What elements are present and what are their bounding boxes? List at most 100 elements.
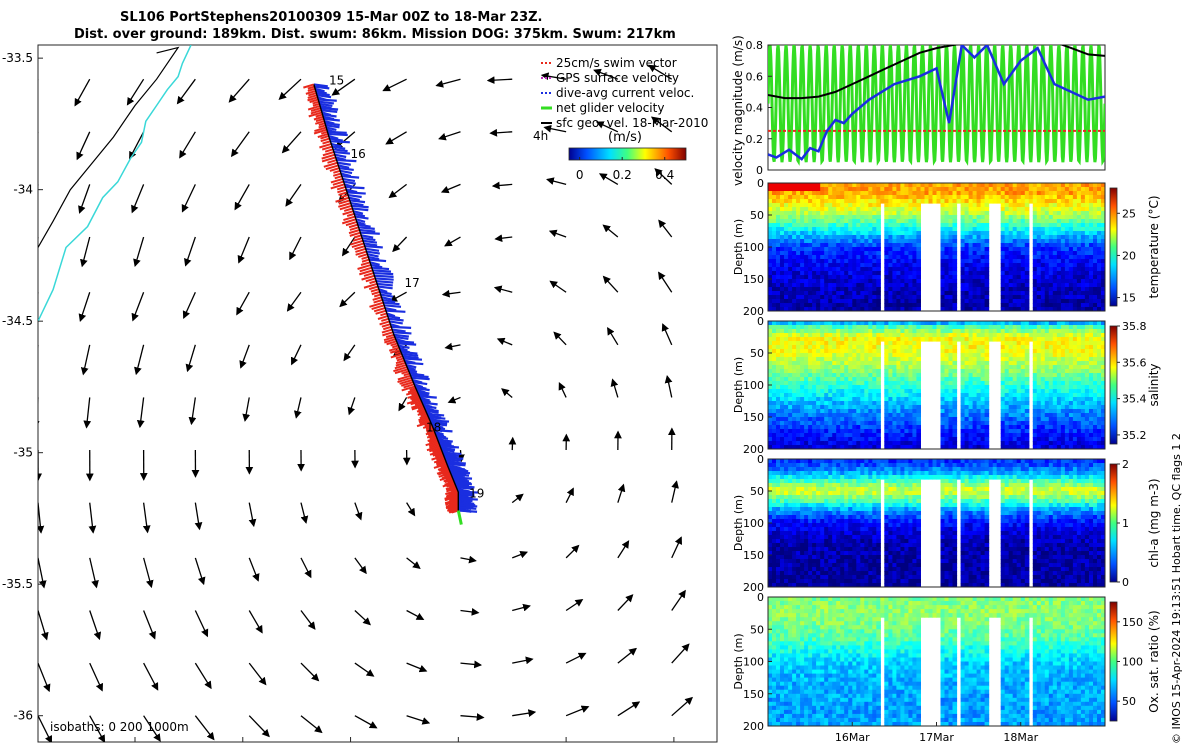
section-cell: [1076, 219, 1082, 224]
section-cell: [980, 405, 986, 410]
section-cell: [952, 405, 958, 410]
section-cell: [1032, 231, 1038, 236]
section-cell: [824, 365, 829, 370]
section-cell: [976, 341, 982, 346]
section-cell: [1036, 437, 1042, 442]
section-cell: [1064, 307, 1070, 311]
section-cell: [1097, 267, 1102, 272]
section-cell: [848, 405, 853, 410]
section-cell: [1040, 247, 1046, 252]
map-axes-box: [37, 44, 718, 743]
section-cell: [952, 243, 958, 248]
section-data: [768, 321, 1105, 449]
dive-avg-current-vector: [415, 387, 430, 392]
section-cell: [984, 377, 990, 382]
section-cell: [964, 295, 970, 300]
section-cell: [948, 397, 954, 402]
swim-vector: [354, 245, 366, 251]
section-cell: [852, 183, 857, 188]
section-cell: [1048, 211, 1054, 216]
section-cell: [844, 417, 849, 422]
section-cell: [908, 437, 913, 442]
section-cell: [1016, 389, 1022, 394]
section-cell: [840, 215, 845, 220]
section-cell: [900, 361, 905, 366]
section-cell: [788, 413, 793, 418]
section-cell: [1040, 215, 1046, 220]
section-cell: [772, 271, 777, 276]
section-cell: [788, 271, 793, 276]
section-cell: [960, 349, 966, 354]
section-cell: [788, 349, 793, 354]
section-cell: [1068, 239, 1074, 244]
geo-velocity-arrow: [278, 78, 302, 100]
section-cell: [1060, 219, 1066, 224]
section-cell: [968, 295, 974, 300]
section-cell: [984, 385, 990, 390]
dive-avg-current-vector: [417, 391, 429, 397]
section-cell: [976, 385, 982, 390]
section-cell: [948, 377, 954, 382]
swim-vector: [381, 328, 393, 334]
dive-avg-current-vector: [397, 342, 417, 346]
section-cell: [800, 345, 805, 350]
section-cell: [776, 279, 781, 284]
section-cell: [916, 195, 921, 200]
section-cell: [1024, 373, 1030, 378]
section-cell: [976, 333, 982, 338]
section-cell: [1072, 279, 1078, 284]
section-cell: [792, 381, 797, 386]
section-cell: [792, 267, 797, 272]
section-cell: [780, 303, 785, 308]
section-cell: [980, 287, 986, 292]
section-cell: [976, 401, 982, 406]
section-cell: [848, 321, 853, 326]
section-cell: [800, 365, 805, 370]
section-cell: [796, 445, 801, 449]
section-cell: [796, 365, 801, 370]
section-cell: [796, 215, 801, 220]
section-cell: [1000, 255, 1006, 260]
section-cell: [940, 433, 946, 438]
dive-avg-current-vector: [442, 451, 462, 456]
section-cell: [844, 441, 849, 446]
section-cell: [768, 357, 773, 362]
section-cell: [976, 275, 982, 280]
section-cell: [768, 203, 773, 208]
section-cell: [904, 207, 909, 212]
section-cell: [772, 441, 777, 446]
section-cell: [976, 409, 982, 414]
section-cell: [980, 227, 986, 232]
section-cell: [1101, 271, 1105, 276]
section-cell: [952, 353, 958, 358]
section-cell: [952, 195, 958, 200]
section-cell: [864, 361, 869, 366]
geo-velocity-arrow: [354, 557, 367, 575]
swim-vector: [411, 396, 421, 402]
section-cell: [868, 203, 873, 208]
section-cell: [1012, 259, 1018, 264]
section-cell: [788, 321, 793, 326]
section-cell: [852, 219, 857, 224]
section-cell: [1032, 377, 1038, 382]
section-cell: [1008, 361, 1014, 366]
section-cell: [828, 203, 833, 208]
section-cell: [952, 337, 958, 342]
section-cell: [1064, 263, 1070, 268]
section-cell: [1097, 291, 1102, 296]
section-cell: [848, 283, 853, 288]
section-cell: [896, 373, 901, 378]
section-cell: [860, 191, 865, 196]
section-cell: [1004, 325, 1010, 330]
section-cell: [944, 433, 950, 438]
section-cell: [784, 259, 789, 264]
section-cell: [1016, 291, 1022, 296]
section-cell: [1093, 299, 1098, 304]
swim-vector: [442, 481, 455, 488]
section-cell: [856, 381, 861, 386]
section-cell: [976, 353, 982, 358]
section-cell: [912, 239, 917, 244]
section-cell: [792, 223, 797, 228]
section-cell: [784, 369, 789, 374]
section-cell: [912, 215, 917, 220]
